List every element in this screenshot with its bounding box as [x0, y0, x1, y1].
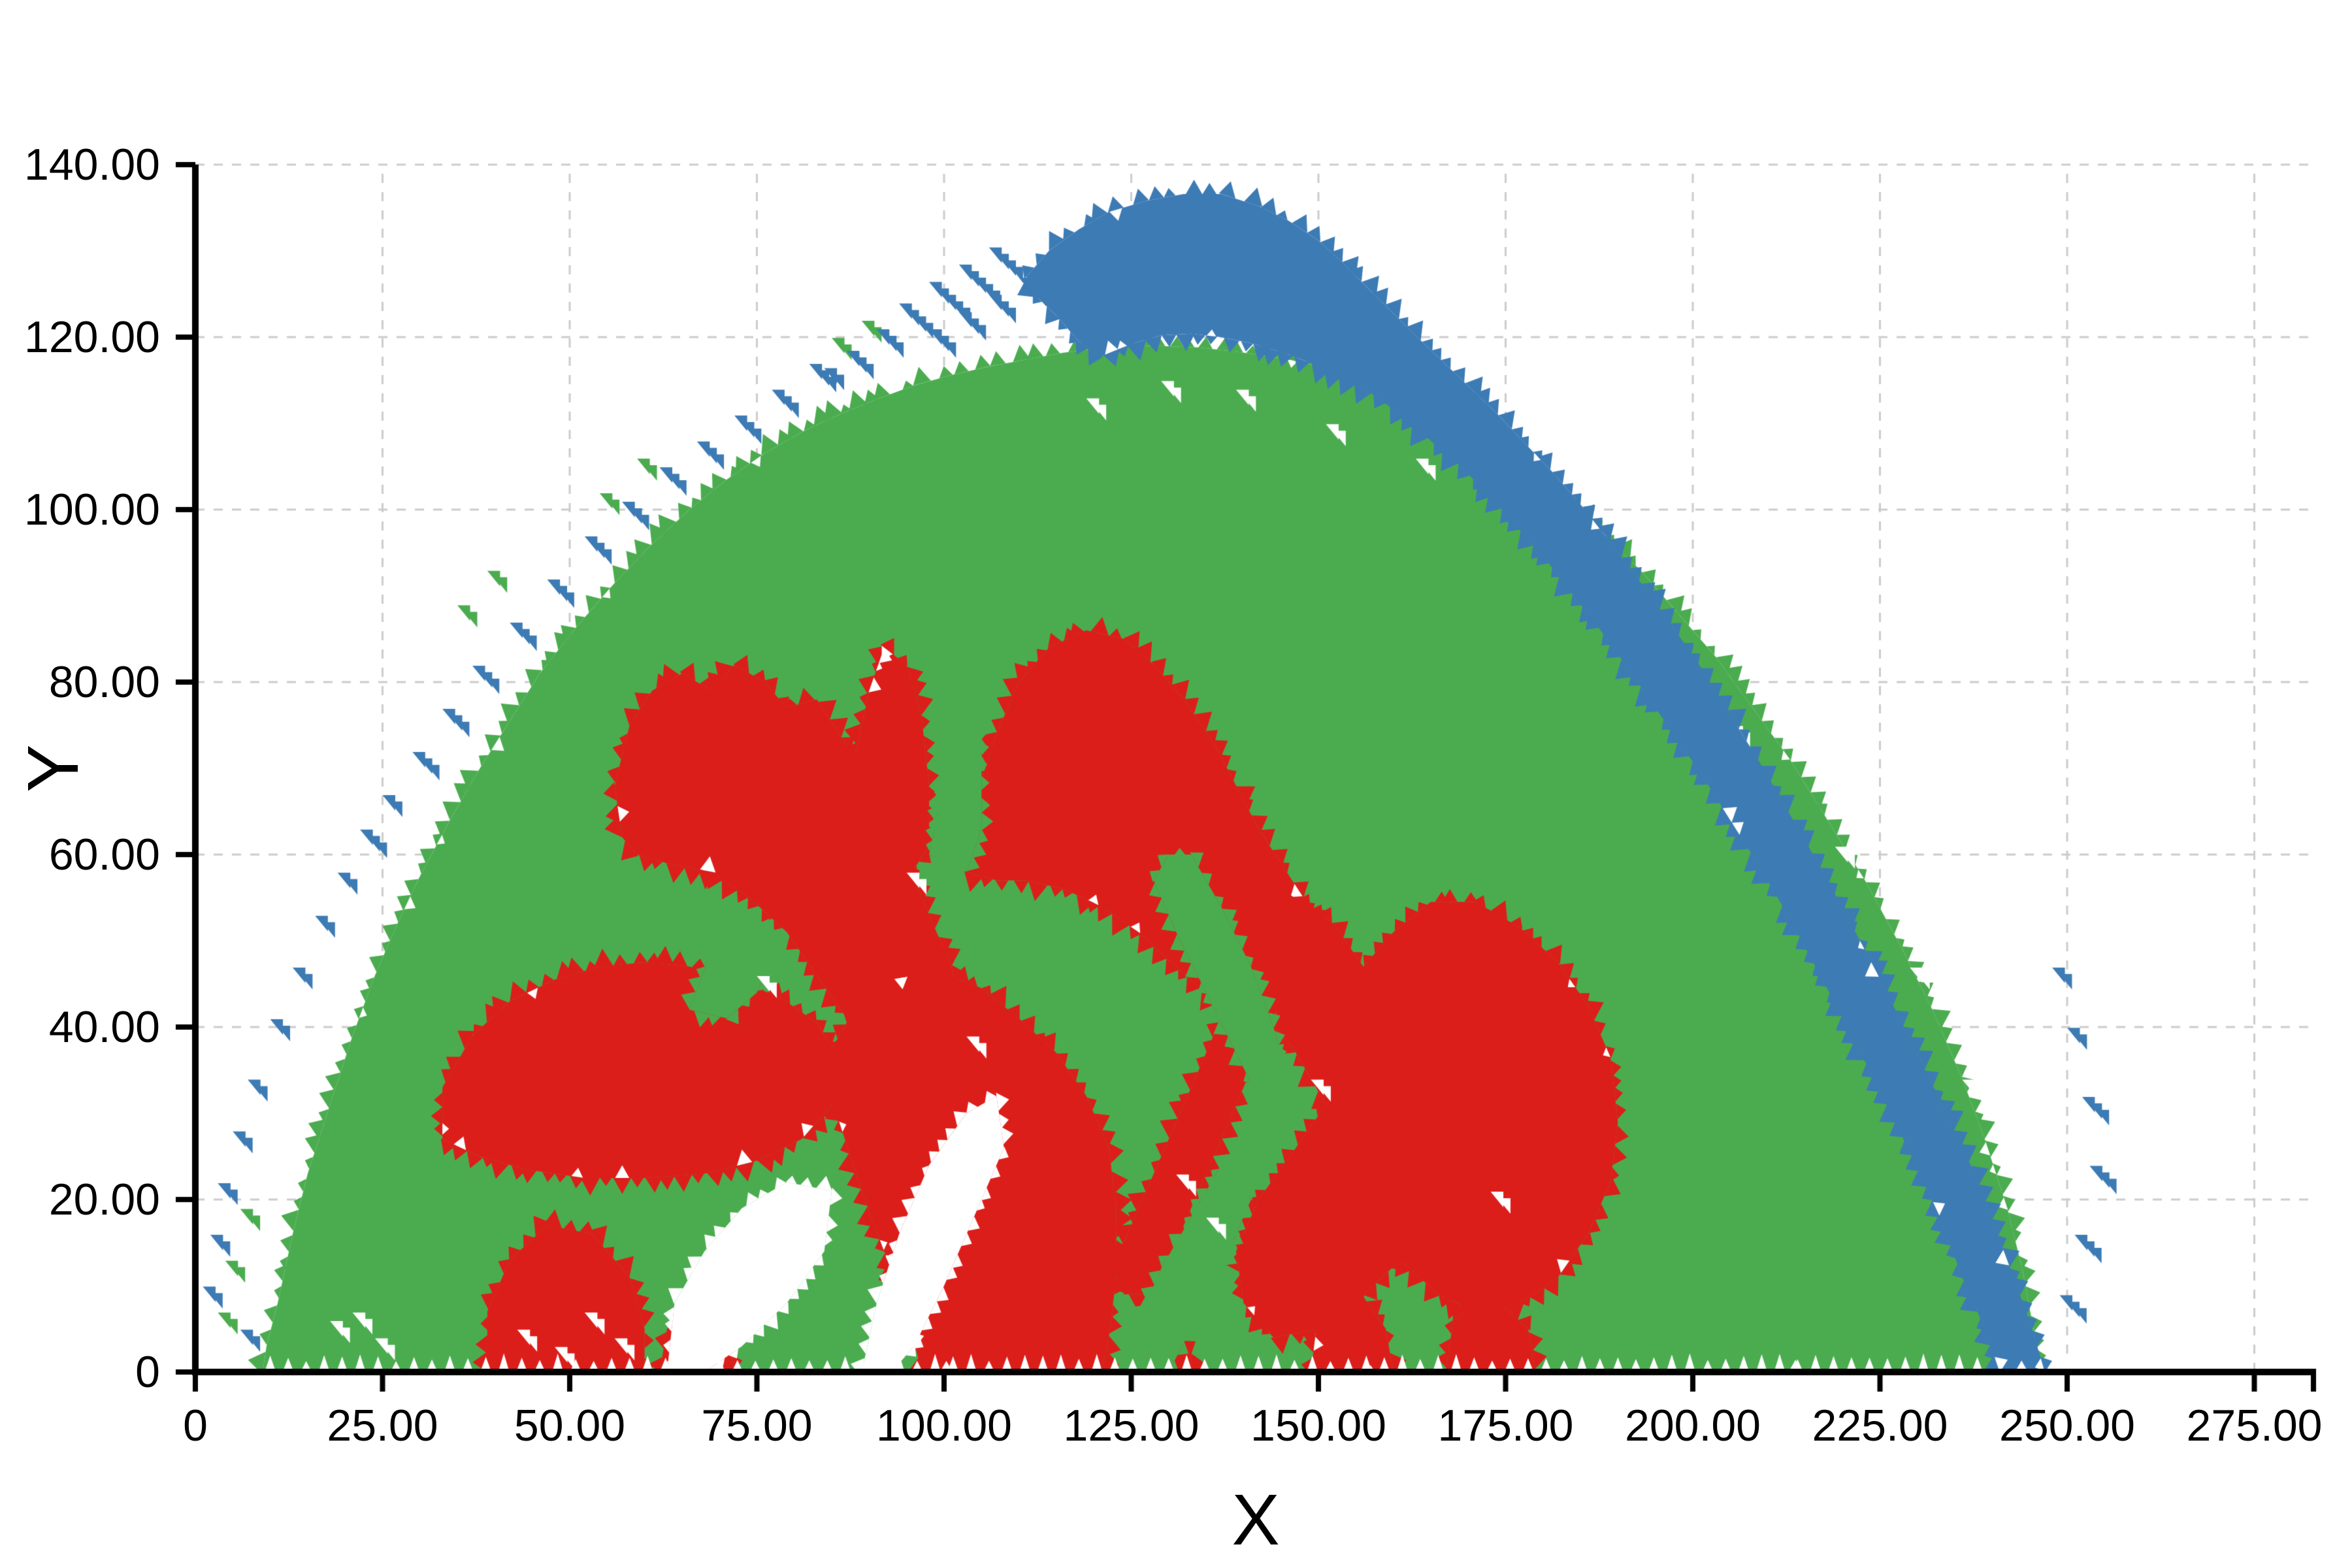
x-tick-label: 25.00 [327, 1401, 438, 1450]
x-tick-label: 150.00 [1250, 1401, 1386, 1450]
y-tick-label: 20.00 [48, 1175, 160, 1224]
x-axis-title: X [1232, 1480, 1280, 1560]
x-tick-label: 200.00 [1625, 1401, 1761, 1450]
y-tick-label: 100.00 [24, 485, 160, 534]
y-tick-label: 120.00 [24, 312, 160, 362]
y-tick-label: 140.00 [24, 140, 160, 189]
x-tick-label: 275.00 [2186, 1401, 2323, 1450]
y-tick-label: 80.00 [48, 657, 160, 707]
y-tick-label: 0 [135, 1347, 160, 1397]
y-tick-label: 40.00 [48, 1002, 160, 1052]
x-tick-label: 0 [183, 1401, 208, 1450]
y-tick-label: 60.00 [48, 830, 160, 879]
x-tick-label: 125.00 [1063, 1401, 1200, 1450]
x-tick-label: 75.00 [701, 1401, 813, 1450]
x-tick-label: 50.00 [514, 1401, 626, 1450]
y-axis-title: Y [13, 744, 93, 792]
x-tick-label: 250.00 [1999, 1401, 2135, 1450]
x-tick-label: 175.00 [1437, 1401, 1574, 1450]
x-tick-label: 225.00 [1812, 1401, 1948, 1450]
x-tick-label: 100.00 [876, 1401, 1012, 1450]
